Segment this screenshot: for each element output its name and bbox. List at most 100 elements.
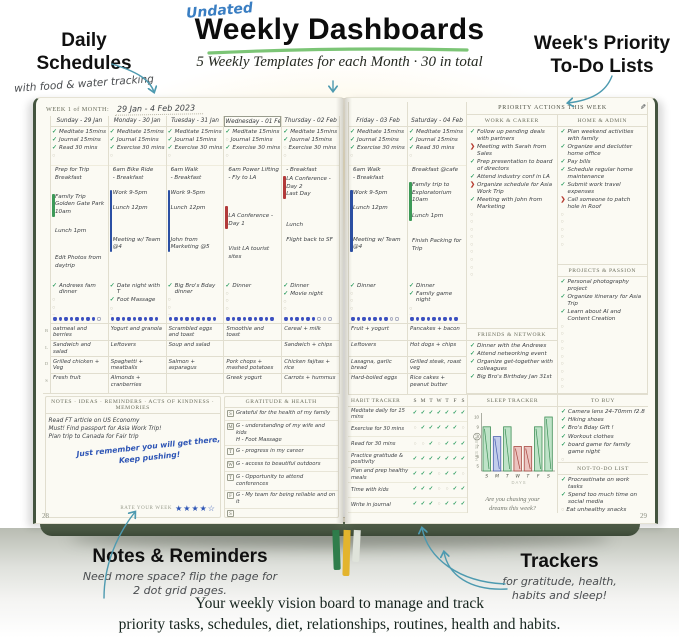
checklist-empty-row: ○ [560,384,646,390]
work-career-items: ✓ Follow up pending deals with partners ❯ M… [467,127,557,280]
water-drop-icon [317,316,321,322]
schedule-entry-text: Work 9-5pm Lunch 12pm Meeting w/ Team @4 [112,189,161,251]
empty-circle-icon: ○ [409,153,413,160]
water-drop-icon [138,316,142,322]
water-drop-icon [421,316,425,322]
gratitude-day-letter: F [226,492,234,500]
water-drop-icon [384,316,388,322]
right-day-columns: Friday - 03 Feb ✓ Meditate 15mins ✓ Journal … [348,102,466,394]
schedule-entry: Visit LA tourist sites [224,245,281,262]
empty-circle-icon: ○ [560,376,564,383]
checklist-empty-row: ○ [224,306,281,312]
checklist-item-label: Call someone to patch hole in Roof [567,196,631,210]
checklist-empty-row: ○ [560,354,646,360]
empty-circle-icon: ○ [470,249,474,256]
callout-trackers-title: Trackers [520,551,599,572]
empty-circle-icon: ○ [52,304,56,311]
flag-arrow-icon: ❯ [470,143,476,150]
empty-circle-icon: ○ [470,257,474,264]
water-drop-icon [253,316,258,322]
habit-row-cells: ✓ ✓ ✓ ✓ ✓ ✓ ✓ [411,455,467,463]
checklist-empty-row: ○ [282,153,339,159]
meal-cell [166,372,224,390]
checklist-item-label: board game for family game night [568,441,631,455]
empty-circle-icon: ○ [445,485,449,492]
task-item: ✓ Dinner [224,283,281,290]
checklist-empty-row: ○ [349,291,407,297]
checklist-empty-row: ○ [469,212,555,218]
schedule-entry-text: Edit Photos from daytrip [55,254,102,269]
checklist-empty-row: ○ [224,291,281,297]
check-icon: ✓ [560,293,566,300]
footer-line2: priority tasks, schedules, diet, relatio… [118,615,561,633]
check-icon: ✓ [52,128,58,135]
water-drop-icon [121,316,126,322]
check-icon: ✓ [409,128,415,135]
meal-cell: Rice cakes + peanut butter [408,372,466,390]
right-page-number: 29 [640,512,647,520]
subtitle: 5 Weekly Templates for each Month · 30 i… [196,54,483,70]
check-icon: ✓ [460,501,466,508]
checklist-empty-row: ○ [408,306,466,312]
empty-circle-icon: ○ [560,219,564,226]
day-meals: Fruit + yogurt Leftovers Lasagna, garlic b… [349,323,407,393]
shopping-column: TO BUY ✓ Camera lens 24-70mm f2.8 ✓ Hiking … [558,395,648,513]
meal-cell: Salmon + asparagus [166,356,224,373]
checklist-empty-row: ○ [349,306,407,312]
not-to-do-header: NOT-TO-DO LIST [558,463,648,475]
check-icon: ✓ [167,144,173,151]
checklist-empty-row: ○ [560,361,646,367]
water-drop-icon [86,316,90,322]
callout-priority-lists: Week's Priority To-Do Lists [528,33,676,79]
day-header: Tuesday - 31 Jan [166,116,224,127]
day-header: Monday - 30 Jan [108,116,166,127]
checklist-item: ✓ Follow up pending deals with partners [469,129,555,142]
empty-circle-icon: ○ [461,425,465,432]
check-icon: ✓ [409,290,415,297]
callout-daily-line1: Daily [61,30,107,51]
empty-circle-icon: ○ [470,264,474,271]
check-icon: ✓ [412,410,418,417]
habit-item: ✓ Exercise 30 mins [224,145,281,152]
empty-circle-icon: ○ [350,291,353,297]
checklist-item: ✓ Spend too much time on social media [560,492,646,505]
check-icon: ✓ [444,410,450,417]
day-column: Wednesday - 01 Feb ✓ Meditate 15mins ○ Journ… [223,116,282,393]
meal-cell: Carrots + hummus [282,372,339,390]
callout-priority-line2: To-Do Lists [550,55,654,77]
gratitude-day-letter: T [226,447,234,455]
habit-item: ✓ Meditate 15mins [109,129,166,136]
checklist-item-label: Dinner with the Andrews [477,343,547,349]
check-icon: ✓ [561,433,567,440]
check-icon: ✓ [444,425,450,432]
checklist-empty-row: ○ [469,242,555,248]
checklist-item-label: Spend too much time on social media [568,491,638,505]
gratitude-day-letter: M [226,422,234,430]
checklist-empty-row: ○ [560,457,646,462]
checklist-empty-row: ○ [224,153,281,159]
water-drop-icon [437,316,441,322]
water-drop-icon [448,316,452,322]
habit-item: ✓ Journal 15mins [167,137,224,144]
check-icon: ✓ [436,455,442,462]
checklist-empty-row: ○ [51,297,108,303]
empty-circle-icon: ○ [283,314,286,315]
checklist-item: ✓ Attend networking event [469,351,555,358]
checklist-empty-row: ○ [109,153,166,159]
checklist-item-label: Procrastinate on work tasks [568,477,630,490]
water-drop-icon [179,316,184,322]
gratitude-header: GRATITUDE & HEALTH [224,397,338,408]
empty-circle-icon: ○ [437,485,441,492]
water-drop-icon [242,316,247,322]
schedule-entry: 6am Bike Ride - Breakfast [109,166,166,183]
gratitude-day-letter: S [226,409,234,417]
habit-item: ✓ Meditate 15mins [349,129,407,136]
checklist-empty-row: ○ [560,242,646,248]
empty-circle-icon: ○ [409,313,412,315]
water-drop-icon [174,316,178,322]
meal-row-labels-strip: B L D S [43,116,50,393]
habit-row-cells: ○ ○ ✓ ○ ✓ ✓ ✓ [411,441,467,448]
check-icon: ✓ [460,485,466,492]
check-icon: ✓ [283,282,289,289]
